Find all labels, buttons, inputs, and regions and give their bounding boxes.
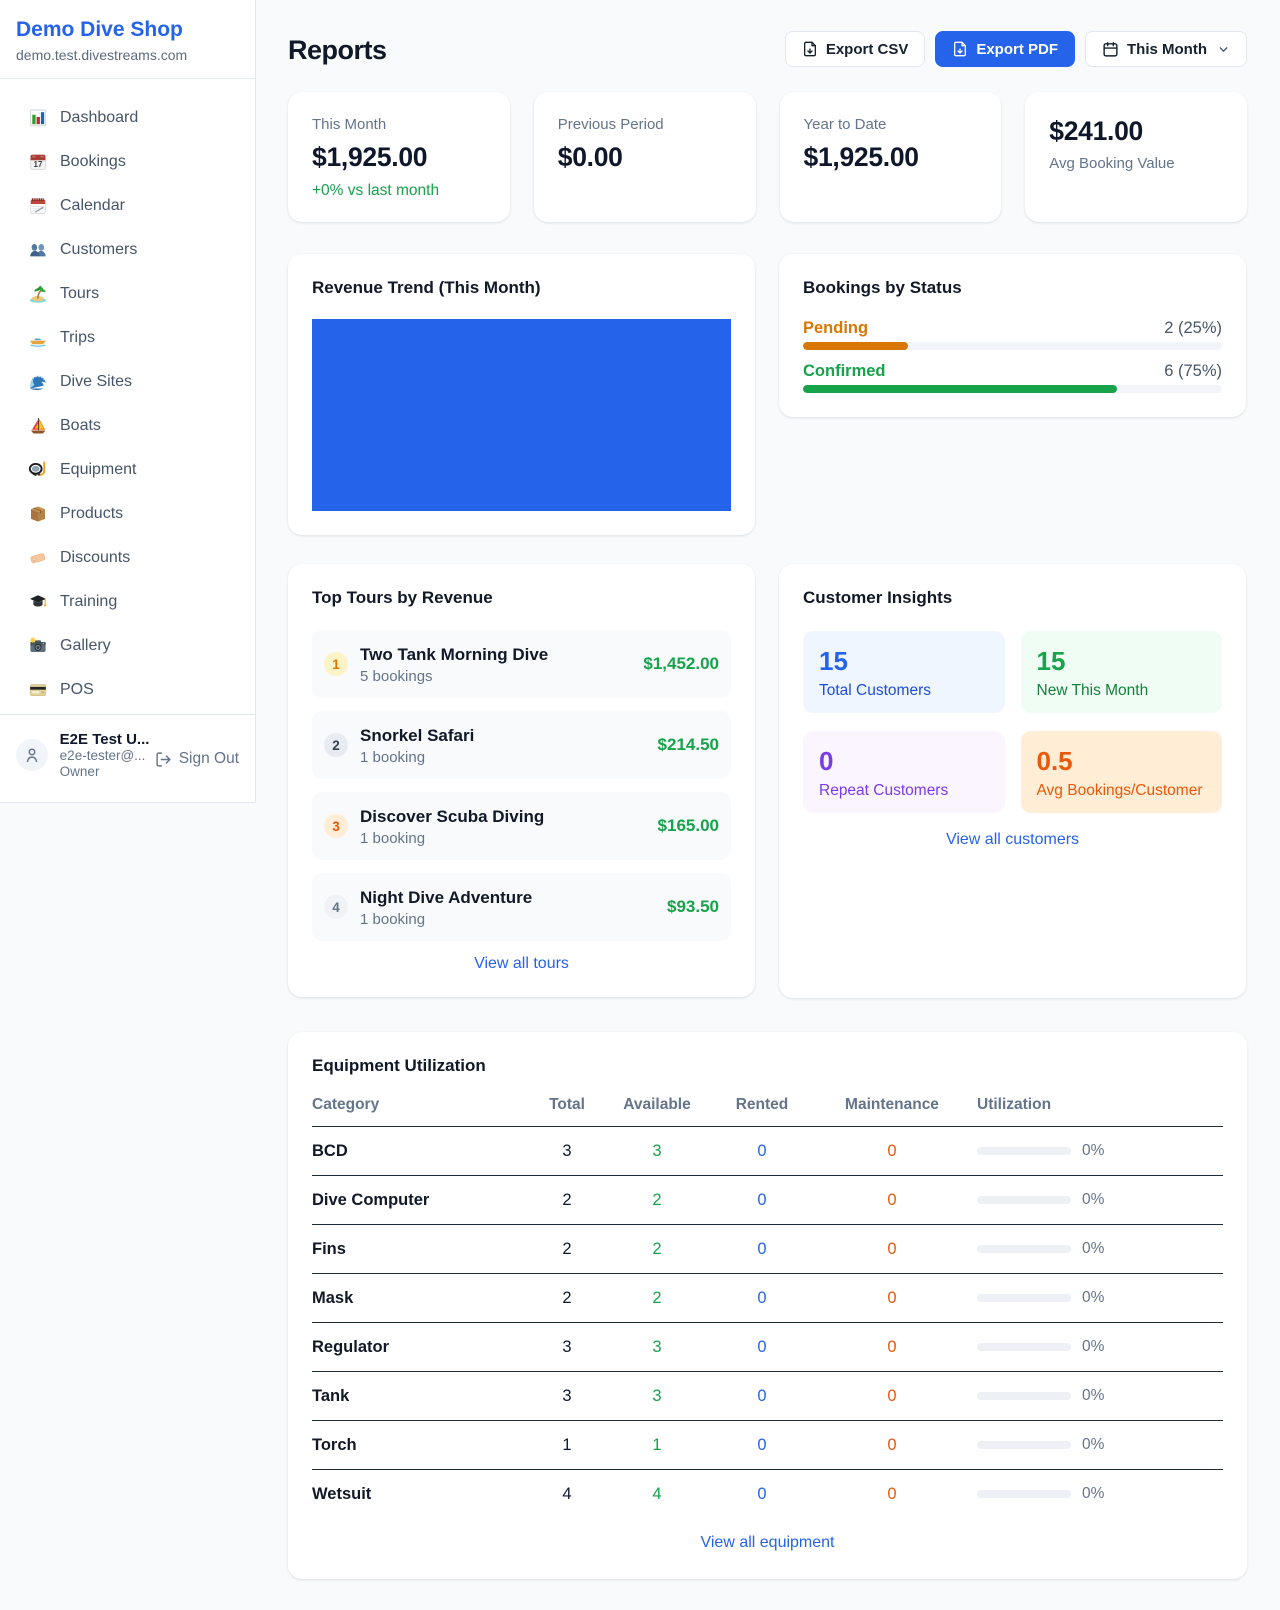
svg-text:17: 17 (34, 160, 43, 169)
